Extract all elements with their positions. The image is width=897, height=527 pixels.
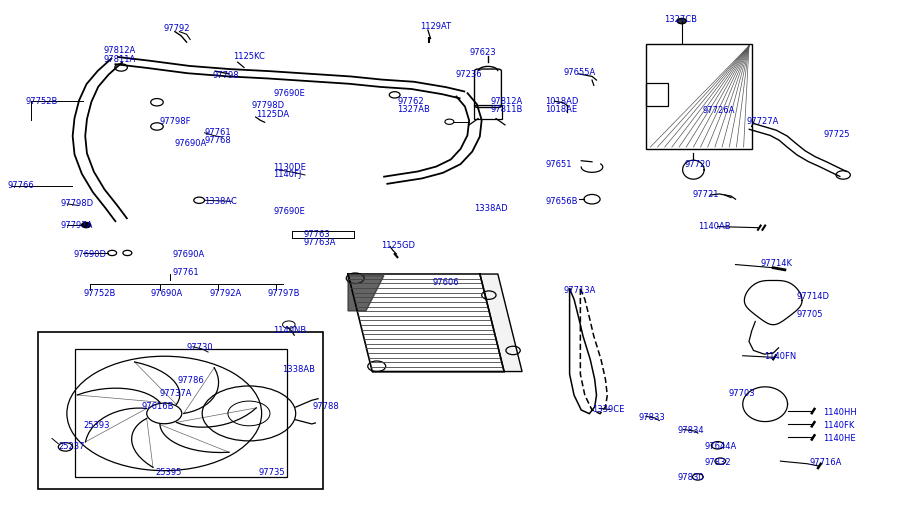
Text: 97735: 97735 xyxy=(258,468,285,477)
Text: 97798D: 97798D xyxy=(251,101,284,110)
Text: 97761: 97761 xyxy=(205,128,231,138)
Text: 97811B: 97811B xyxy=(491,104,523,114)
Circle shape xyxy=(677,18,686,24)
Text: 1129AT: 1129AT xyxy=(420,22,451,31)
Text: 97737A: 97737A xyxy=(160,389,192,398)
Text: 1140AB: 1140AB xyxy=(698,222,730,231)
Text: 97656B: 97656B xyxy=(545,197,578,206)
Text: 97690E: 97690E xyxy=(274,89,305,98)
Text: 97714K: 97714K xyxy=(761,259,793,268)
Text: 97726A: 97726A xyxy=(702,106,735,115)
Text: 1130DE: 1130DE xyxy=(274,162,307,172)
Text: 97792: 97792 xyxy=(163,24,190,34)
Text: 1125DA: 1125DA xyxy=(256,110,289,120)
Text: 1339CE: 1339CE xyxy=(592,405,624,414)
Text: 97798D: 97798D xyxy=(61,199,94,209)
Polygon shape xyxy=(480,274,522,372)
Text: 97752B: 97752B xyxy=(25,96,57,106)
Text: 97763: 97763 xyxy=(303,230,330,239)
Text: 97797A: 97797A xyxy=(61,220,93,230)
Circle shape xyxy=(82,222,91,228)
Text: 97721: 97721 xyxy=(692,190,719,200)
Text: 97761: 97761 xyxy=(172,268,199,277)
Text: 97690A: 97690A xyxy=(175,139,207,148)
Text: 97762: 97762 xyxy=(397,96,424,106)
Bar xyxy=(474,105,502,119)
Text: 97798F: 97798F xyxy=(160,116,191,126)
Text: 97768: 97768 xyxy=(205,135,231,145)
Bar xyxy=(646,44,752,149)
Text: 1140FK: 1140FK xyxy=(823,421,855,430)
Text: 97798: 97798 xyxy=(213,71,239,80)
Text: 97690E: 97690E xyxy=(274,207,305,217)
Text: 97727A: 97727A xyxy=(746,116,779,126)
Text: 1140FJ: 1140FJ xyxy=(274,170,302,180)
Text: 97720: 97720 xyxy=(684,160,711,169)
Bar xyxy=(38,332,323,489)
Text: 1125GD: 1125GD xyxy=(381,240,415,250)
Text: 97833: 97833 xyxy=(639,413,666,422)
Text: 1140NB: 1140NB xyxy=(274,326,307,335)
Text: 97811A: 97811A xyxy=(103,54,135,64)
Text: 97763A: 97763A xyxy=(303,238,335,247)
Text: 97236: 97236 xyxy=(456,70,483,80)
Text: 97716A: 97716A xyxy=(809,457,841,467)
Text: 97655A: 97655A xyxy=(563,67,596,77)
Text: 97830: 97830 xyxy=(677,473,704,483)
Text: 1018AD: 1018AD xyxy=(545,96,579,106)
Text: 1338AB: 1338AB xyxy=(283,365,316,375)
Text: 97766: 97766 xyxy=(7,181,34,190)
Text: 97703: 97703 xyxy=(728,389,755,398)
Polygon shape xyxy=(348,276,384,311)
Text: 97797B: 97797B xyxy=(267,289,300,298)
Text: 97651: 97651 xyxy=(545,160,572,169)
Text: 1140HH: 1140HH xyxy=(823,407,858,417)
Text: 97812A: 97812A xyxy=(491,96,523,106)
Text: 97730: 97730 xyxy=(187,343,213,353)
Text: 97690D: 97690D xyxy=(74,249,107,259)
Text: 97690A: 97690A xyxy=(172,249,205,259)
Text: 1125KC: 1125KC xyxy=(233,52,266,61)
Text: 1018AE: 1018AE xyxy=(545,104,578,114)
Text: 97788: 97788 xyxy=(312,402,339,412)
Text: 97644A: 97644A xyxy=(704,442,736,451)
Text: 1140FN: 1140FN xyxy=(764,352,797,362)
Bar xyxy=(75,349,287,477)
Text: 1140HE: 1140HE xyxy=(823,434,856,443)
Text: 97606: 97606 xyxy=(432,278,459,288)
Text: 1338AC: 1338AC xyxy=(205,197,238,206)
Text: 97832: 97832 xyxy=(704,457,731,467)
Text: 97705: 97705 xyxy=(797,310,823,319)
Text: 1338AD: 1338AD xyxy=(474,203,507,213)
Text: 97792A: 97792A xyxy=(209,289,241,298)
Text: 97616B: 97616B xyxy=(142,402,174,412)
Text: 97713A: 97713A xyxy=(563,286,596,296)
Text: 25237: 25237 xyxy=(58,442,85,451)
Text: 97714D: 97714D xyxy=(797,291,830,301)
Text: 97725: 97725 xyxy=(823,130,850,139)
Bar xyxy=(646,83,668,106)
Text: 1327CB: 1327CB xyxy=(664,15,697,24)
Text: 25395: 25395 xyxy=(155,468,181,477)
Text: 97786: 97786 xyxy=(178,376,205,385)
Text: 97623: 97623 xyxy=(469,48,496,57)
Text: 25393: 25393 xyxy=(83,421,110,430)
Text: 97812A: 97812A xyxy=(103,45,135,55)
Text: 97690A: 97690A xyxy=(151,289,183,298)
Text: 97752B: 97752B xyxy=(83,289,116,298)
Text: 97834: 97834 xyxy=(677,426,704,435)
Text: 1327AB: 1327AB xyxy=(397,104,431,114)
